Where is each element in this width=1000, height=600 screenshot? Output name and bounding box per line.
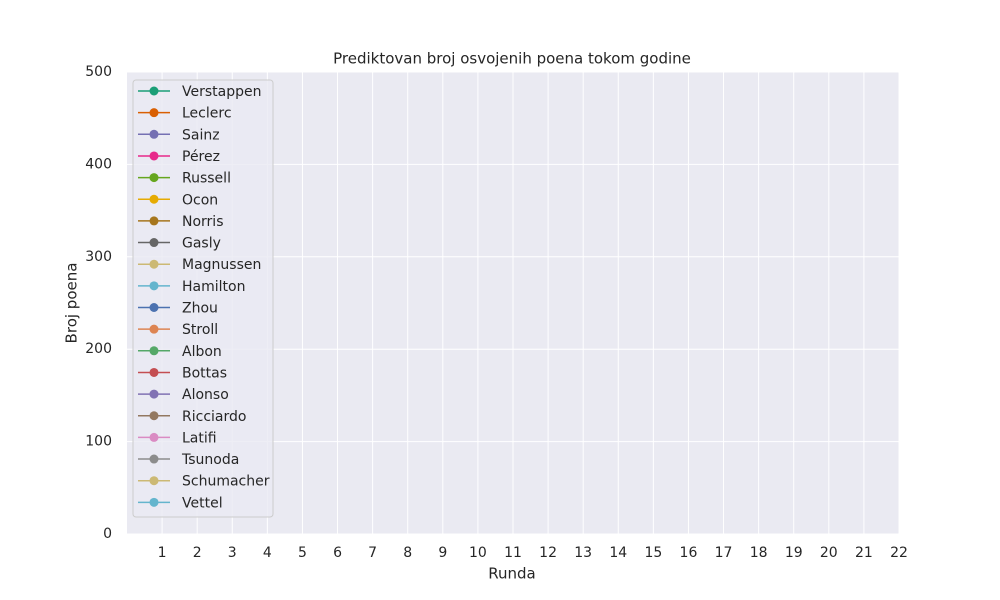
x-tick-label: 22	[890, 545, 908, 561]
legend-marker	[149, 346, 159, 356]
legend-label: Tsunoda	[181, 452, 239, 468]
y-tick-label: 500	[85, 64, 112, 80]
legend-marker	[149, 173, 159, 183]
y-axis-label: Broj poena	[63, 263, 81, 344]
legend-marker	[149, 281, 159, 291]
x-tick-label: 20	[820, 545, 838, 561]
legend-marker	[149, 303, 159, 312]
y-tick-label: 0	[103, 526, 112, 542]
legend-label: Alonso	[182, 387, 229, 403]
legend-marker	[149, 238, 159, 248]
legend-label: Ocon	[182, 192, 218, 208]
legend-marker	[149, 86, 159, 96]
legend-label: Gasly	[182, 236, 221, 252]
legend-label: Leclerc	[182, 106, 232, 122]
legend-marker	[149, 259, 159, 269]
x-tick-label: 19	[785, 545, 803, 561]
legend-label: Norris	[182, 214, 224, 230]
x-tick-label: 15	[644, 545, 662, 561]
x-tick-label: 17	[715, 545, 733, 561]
legend: Verstappen Leclerc Sainz Pérez Russell Ocon No…	[132, 79, 274, 518]
legend-marker	[149, 432, 159, 442]
legend-label: Schumacher	[182, 474, 270, 490]
x-tick-label: 7	[368, 545, 377, 561]
x-tick-label: 3	[228, 545, 237, 561]
x-tick-label: 21	[855, 545, 873, 561]
x-tick-label: 14	[609, 545, 627, 561]
x-tick-label: 11	[504, 545, 522, 561]
legend-label: Latifi	[182, 430, 217, 446]
legend-marker	[149, 389, 159, 399]
legend-marker	[149, 108, 159, 118]
legend-box	[132, 79, 274, 518]
legend-label: Verstappen	[182, 84, 261, 100]
legend-marker	[149, 324, 159, 334]
legend-marker	[149, 216, 159, 226]
legend-marker	[149, 367, 159, 377]
x-tick-label: 13	[574, 545, 592, 561]
x-tick-label: 1	[158, 545, 167, 561]
x-tick-label: 8	[403, 545, 412, 561]
x-tick-label: 9	[438, 545, 447, 561]
x-tick-label: 6	[333, 545, 342, 561]
chart-title: Prediktovan broj osvojenih poena tokom g…	[333, 50, 691, 68]
y-tick-label: 200	[85, 341, 112, 357]
legend-marker	[149, 454, 159, 464]
legend-label: Albon	[182, 344, 222, 360]
legend-label: Stroll	[182, 322, 218, 338]
x-tick-label: 5	[298, 545, 307, 561]
legend-marker	[149, 497, 159, 507]
y-tick-label: 100	[85, 434, 112, 450]
legend-label: Sainz	[182, 127, 220, 143]
legend-label: Magnussen	[182, 257, 261, 273]
legend-label: Zhou	[182, 301, 218, 317]
legend-marker	[149, 411, 159, 421]
legend-label: Russell	[182, 171, 231, 187]
legend-marker	[149, 129, 159, 139]
y-tick-label: 400	[85, 156, 112, 172]
legend-marker	[149, 194, 159, 204]
legend-label: Vettel	[182, 495, 223, 511]
x-tick-label: 4	[263, 545, 272, 561]
legend-label: Bottas	[182, 365, 227, 381]
y-tick-label: 300	[85, 249, 112, 265]
x-axis-label: Runda	[488, 565, 535, 583]
x-tick-label: 18	[750, 545, 768, 561]
legend-marker	[149, 151, 159, 161]
legend-marker	[149, 476, 159, 486]
legend-label: Hamilton	[182, 279, 245, 295]
legend-label: Ricciardo	[182, 409, 246, 425]
x-tick-label: 16	[680, 545, 698, 561]
x-tick-label: 10	[469, 545, 487, 561]
legend-label: Pérez	[182, 149, 220, 165]
x-tick-label: 2	[193, 545, 202, 561]
x-tick-label: 12	[539, 545, 557, 561]
